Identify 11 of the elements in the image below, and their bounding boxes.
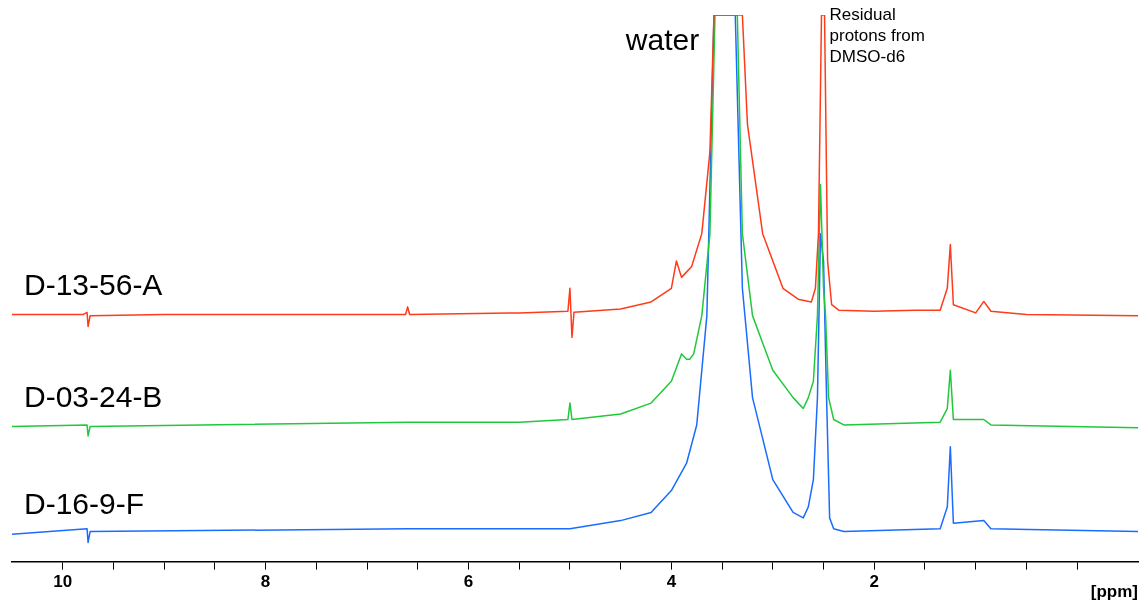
annotation: water [624,23,700,57]
x-tick-label: 6 [463,572,474,592]
x-axis-title: [ppm] [1090,581,1138,601]
x-tick-label: 2 [869,572,879,592]
x-tick-label: 10 [53,572,73,592]
x-tick-label: 8 [260,572,271,592]
x-tick-label: 4 [666,572,677,592]
series-label: D-16-9-F [24,487,145,521]
series-label: D-03-24-B [24,379,163,413]
series-label: D-13-56-A [24,267,163,301]
annotation: Residual protons from DMSO-d6 [829,5,925,67]
